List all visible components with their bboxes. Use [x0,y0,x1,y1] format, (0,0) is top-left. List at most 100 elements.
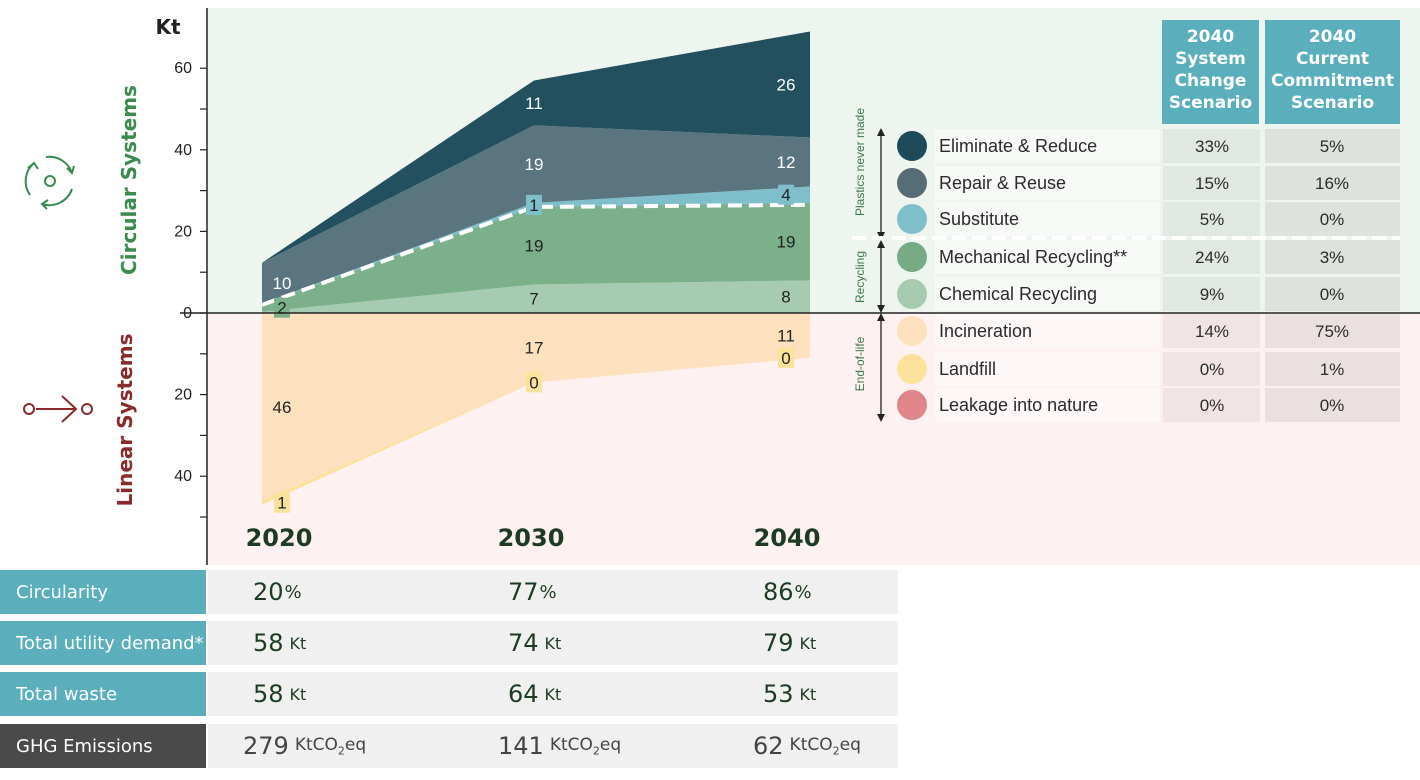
y-axis-ticks: 0 20 40 60 20 40 [174,60,207,518]
legend-value-current-commitment: 0% [1320,210,1345,229]
legend-row-bg [935,129,1160,163]
legend-column-header-text: 2040 Current Commitment Scenario [1271,27,1394,113]
x-axis-years: 2020 2030 2040 [246,524,821,552]
legend-cell-bg [1265,129,1400,163]
y-axis-unit: Kt [155,15,180,39]
arrow-head [877,240,885,248]
legend-label: Chemical Recycling [939,284,1097,304]
group-label-recycling: Recycling [853,251,867,303]
legend-value-current-commitment: 0% [1320,285,1345,304]
legend-cell-bg [1163,129,1260,163]
area-repair-reuse [262,125,810,304]
legend-label: Leakage into nature [939,395,1098,415]
legend-cell-bg [1163,202,1260,236]
metric-row: Circularity 20% 77% 86% [0,570,898,614]
legend-label: Repair & Reuse [939,173,1066,193]
label-box [526,194,542,215]
legend-cell-bg [1265,166,1400,200]
legend-swatch [897,242,927,272]
legend-label: Eliminate & Reduce [939,136,1097,156]
metric-value: 64 Kt [508,680,562,708]
label-box [526,372,542,393]
area-incineration [262,313,810,501]
metric-value: 58 Kt [253,629,307,657]
legend-row-bg [935,314,1160,348]
legend-cell-bg [1163,388,1260,422]
legend-cell-bg [1265,277,1400,311]
metric-row-bg [208,724,898,768]
data-label: 17 [525,339,544,358]
data-label: 26 [777,76,796,95]
legend-value-current-commitment: 1% [1320,360,1345,379]
area-mechanical-recycling [262,202,810,312]
metric-value: 279 KtCO2eq [243,732,367,760]
metric-label: Circularity [0,570,206,614]
legend-cell-bg [1163,314,1260,348]
metric-value: 62 KtCO2eq [753,732,861,760]
data-label: 0 [529,373,538,392]
legend-cell-bg [1265,314,1400,348]
recycle-cycle-icon [24,155,75,210]
data-label: 19 [525,237,544,256]
legend-cell-bg [1163,166,1260,200]
area-eliminate-reduce [262,31,810,263]
legend-value-current-commitment: 3% [1320,248,1345,267]
data-label: 11 [525,94,543,113]
legend-cell-bg [1265,202,1400,236]
x-year-label: 2040 [754,524,821,552]
legend-swatch [897,131,927,161]
legend-value-system-change: 15% [1195,174,1229,193]
group-label-plastics: Plastics never made [853,108,867,216]
y-tick-label: 20 [174,387,192,404]
legend-cell-bg [1265,240,1400,274]
legend-swatch [897,316,927,346]
area-substitute [262,186,810,304]
linear-systems-label: Linear Systems [113,334,137,507]
legend-value-current-commitment: 75% [1315,322,1349,341]
legend-label: Incineration [939,321,1032,341]
legend-swatch [897,168,927,198]
legend-row-bg [935,277,1160,311]
metric-value: 141 KtCO2eq [498,732,622,760]
legend-rows: Eliminate & Reduce 33% 5% Repair & Reuse 15%… [897,129,1400,422]
legend-group-labels: Plastics never made Recycling End-of-lif… [853,108,885,422]
metric-row-bg [208,570,898,614]
arrow-head [877,128,885,136]
legend-swatch [897,204,927,234]
data-label: 0 [781,349,790,368]
y-tick-label: 60 [174,60,192,77]
data-label: 1 [277,494,286,513]
legend-value-system-change: 9% [1200,285,1225,304]
legend-value-current-commitment: 5% [1320,137,1345,156]
legend-swatch [897,354,927,384]
legend-value-current-commitment: 16% [1315,174,1349,193]
stacked-areas [261,31,811,505]
legend-row-bg [935,240,1160,274]
legend-value-system-change: 5% [1200,210,1225,229]
group-label-endoflife: End-of-life [853,336,867,391]
legend-label: Substitute [939,209,1019,229]
data-label: 19 [777,233,796,252]
legend-column-header [1162,20,1259,124]
area-chemical-recycling [262,280,810,313]
data-label: 46 [273,398,292,417]
metric-value: 53 Kt [763,680,817,708]
metric-value: 79 Kt [763,629,817,657]
metric-value: 20% [253,578,302,606]
legend-swatch [897,279,927,309]
legend-value-system-change: 0% [1200,396,1225,415]
metric-row-bg [208,621,898,665]
legend-swatch [897,390,927,420]
data-label: 4 [781,186,790,205]
legend-label: Mechanical Recycling** [939,247,1127,267]
legend-value-current-commitment: 0% [1320,396,1345,415]
metric-value: 58 Kt [253,680,307,708]
legend-row-bg [935,352,1160,386]
metric-label: Total utility demand* [0,621,206,665]
label-box [274,492,290,513]
y-tick-label: 40 [174,468,192,485]
legend-value-system-change: 33% [1195,137,1229,156]
data-label: 10 [273,274,292,293]
